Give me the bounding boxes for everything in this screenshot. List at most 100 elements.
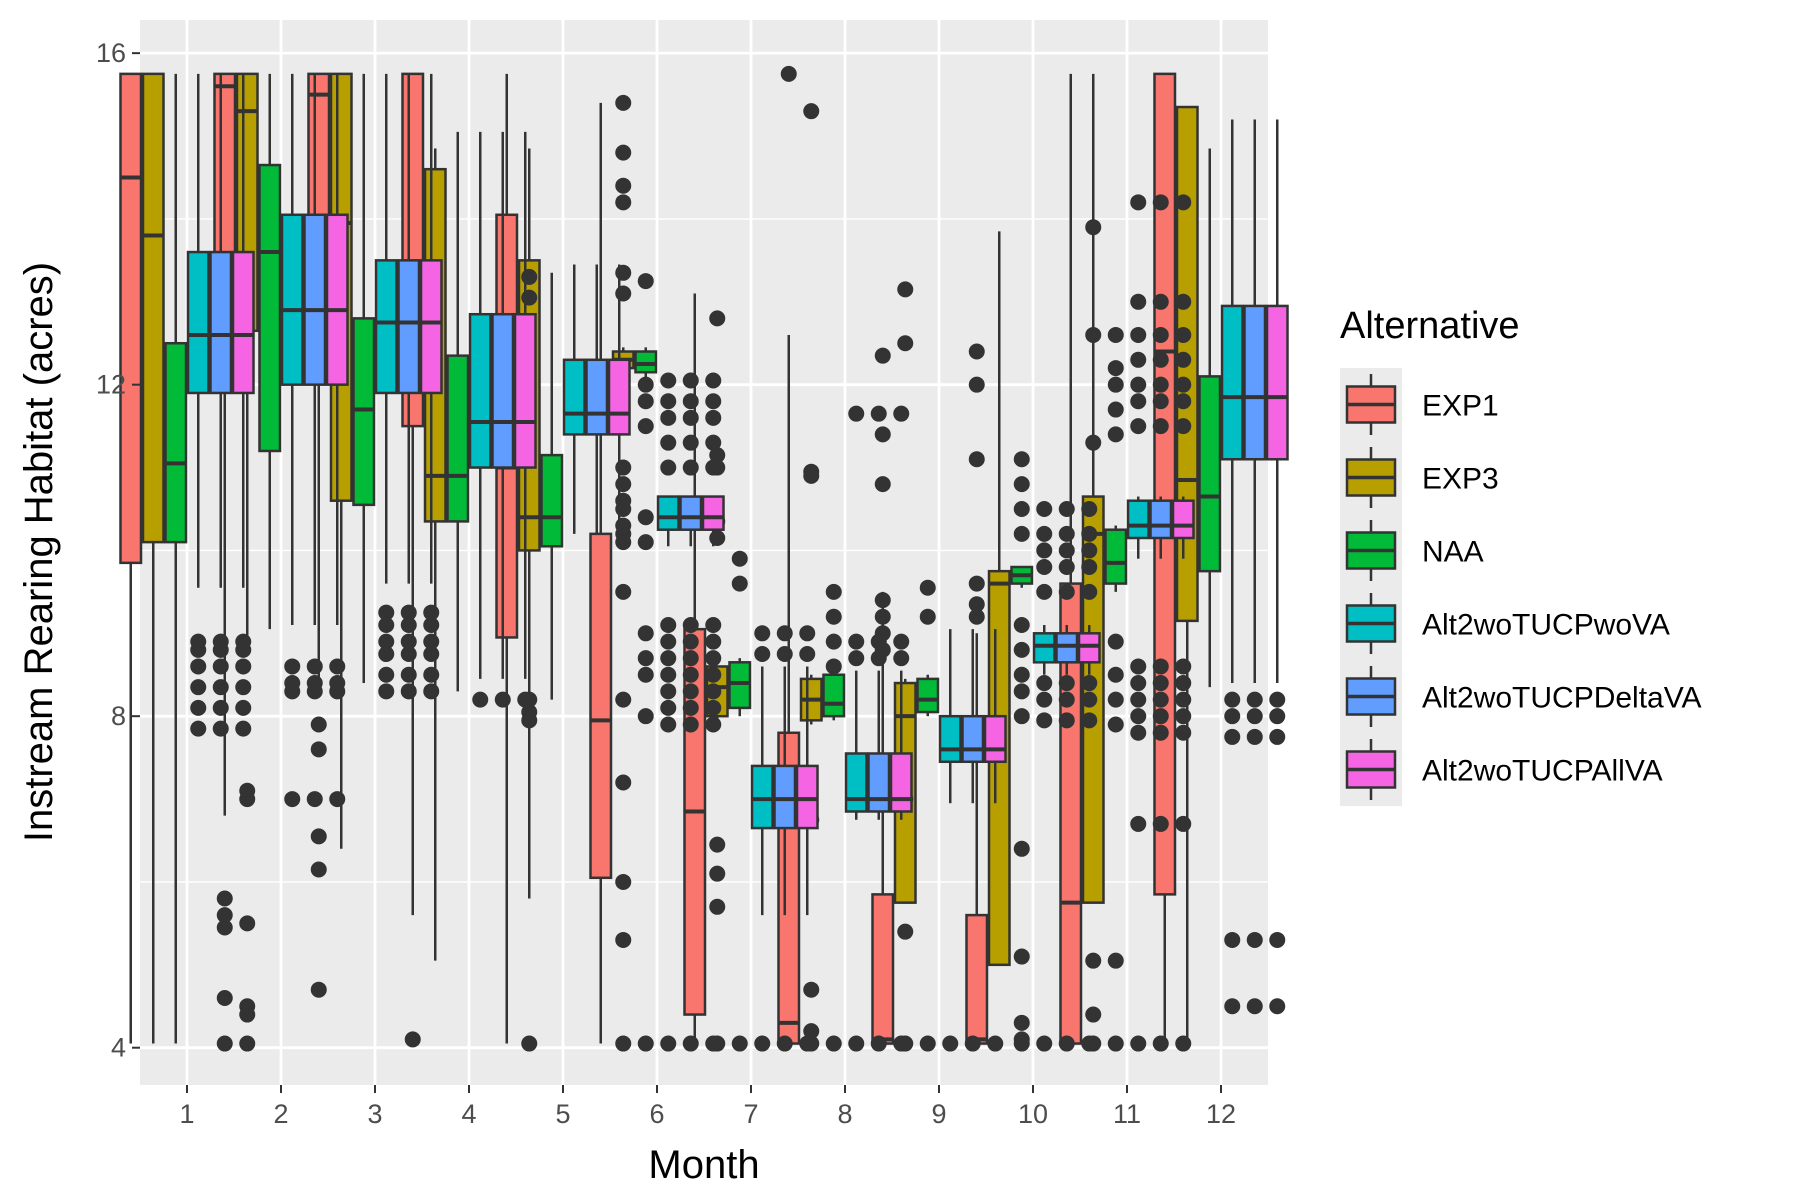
box-iqr: [728, 661, 752, 710]
box-EXP1-month-10: [965, 343, 989, 1045]
box-Alt2woTUCPAllVA-month-11: [1171, 194, 1195, 1052]
outlier-point: [212, 679, 229, 696]
outlier-point: [705, 699, 722, 716]
outlier-point: [848, 633, 865, 650]
outlier-point: [378, 604, 395, 621]
outlier-point: [1036, 712, 1053, 729]
outlier-point: [1269, 708, 1286, 725]
outlier-point: [660, 650, 677, 667]
legend-label: NAA: [1422, 536, 1484, 569]
outlier-point: [1058, 675, 1075, 692]
outlier-point: [378, 683, 395, 700]
box-Alt2woTUCPDeltaVA-month-11: [1149, 194, 1173, 1052]
box-iqr: [280, 213, 304, 386]
outlier-point: [494, 691, 511, 708]
box-iqr: [1126, 499, 1150, 540]
outlier-point: [682, 409, 699, 426]
outlier-point: [1013, 708, 1030, 725]
outlier-point: [615, 285, 632, 302]
outlier-point: [1152, 1035, 1169, 1052]
box-Alt2woTUCPwoVA-month-8: [844, 405, 868, 1052]
outlier-point: [212, 641, 229, 658]
outlier-point: [660, 1035, 677, 1052]
outlier-point: [1152, 293, 1169, 310]
outlier-point: [1269, 691, 1286, 708]
box-NAA-month-8: [822, 583, 846, 1052]
box-Alt2woTUCPwoVA-month-5: [562, 264, 586, 534]
box-iqr: [916, 677, 940, 714]
box-Alt2woTUCPAllVA-month-1: [231, 73, 255, 737]
outlier-point: [423, 666, 440, 683]
box-iqr: [562, 358, 586, 436]
box-iqr: [750, 764, 774, 830]
outlier-point: [400, 617, 417, 634]
outlier-point: [1152, 194, 1169, 211]
box-Alt2woTUCPAllVA-month-2: [325, 73, 349, 808]
outlier-point: [660, 617, 677, 634]
box-iqr: [374, 259, 398, 395]
x-tick-label: 7: [743, 1099, 758, 1129]
outlier-point: [893, 633, 910, 650]
box-iqr: [119, 72, 143, 565]
outlier-point: [660, 393, 677, 410]
outlier-point: [329, 791, 346, 808]
outlier-point: [212, 720, 229, 737]
outlier-point: [637, 273, 654, 290]
outlier-point: [705, 617, 722, 634]
outlier-point: [731, 575, 748, 592]
outlier-point: [1036, 525, 1053, 542]
box-NAA-month-10: [1010, 451, 1034, 1052]
outlier-point: [615, 931, 632, 948]
outlier-point: [1013, 617, 1030, 634]
outlier-point: [803, 103, 820, 120]
box-EXP1-month-6: [589, 102, 613, 1044]
box-iqr: [773, 764, 797, 830]
outlier-point: [637, 393, 654, 410]
outlier-point: [870, 633, 887, 650]
box-iqr: [352, 317, 376, 507]
outlier-point: [521, 268, 538, 285]
box-iqr: [303, 213, 327, 386]
outlier-point: [682, 617, 699, 634]
outlier-point: [1246, 708, 1263, 725]
box-iqr: [419, 259, 443, 395]
outlier-point: [1152, 815, 1169, 832]
x-tick-label: 11: [1113, 1099, 1141, 1129]
outlier-point: [1175, 326, 1192, 343]
legend-title: Alternative: [1340, 305, 1520, 347]
outlier-point: [1036, 1035, 1053, 1052]
box-NAA-month-1: [164, 73, 188, 1044]
outlier-point: [212, 658, 229, 675]
box-iqr: [141, 72, 165, 544]
outlier-point: [803, 1023, 820, 1040]
box-iqr: [1104, 528, 1128, 585]
outlier-point: [1130, 708, 1147, 725]
outlier-point: [709, 898, 726, 915]
outlier-point: [1269, 931, 1286, 948]
box-Alt2woTUCPAllVA-month-5: [607, 264, 631, 534]
outlier-point: [190, 658, 207, 675]
outlier-point: [1175, 815, 1192, 832]
outlier-point: [1081, 500, 1098, 517]
outlier-point: [1036, 500, 1053, 517]
outlier-point: [1013, 641, 1030, 658]
outlier-point: [968, 376, 985, 393]
outlier-point: [709, 865, 726, 882]
outlier-point: [919, 1035, 936, 1052]
outlier-point: [780, 65, 797, 82]
outlier-point: [705, 372, 722, 389]
box-iqr: [1149, 499, 1173, 540]
box-Alt2woTUCPDeltaVA-month-8: [867, 405, 891, 1052]
box-NAA-month-4: [446, 131, 470, 692]
legend-item-NAA: NAA: [1340, 514, 1484, 587]
outlier-point: [1130, 326, 1147, 343]
outlier-point: [705, 393, 722, 410]
outlier-point: [637, 650, 654, 667]
outlier-point: [1107, 326, 1124, 343]
boxes: [119, 65, 1289, 1052]
outlier-point: [400, 633, 417, 650]
outlier-point: [803, 981, 820, 998]
x-tick-label: 9: [931, 1099, 946, 1129]
outlier-point: [216, 919, 233, 936]
outlier-point: [1107, 376, 1124, 393]
